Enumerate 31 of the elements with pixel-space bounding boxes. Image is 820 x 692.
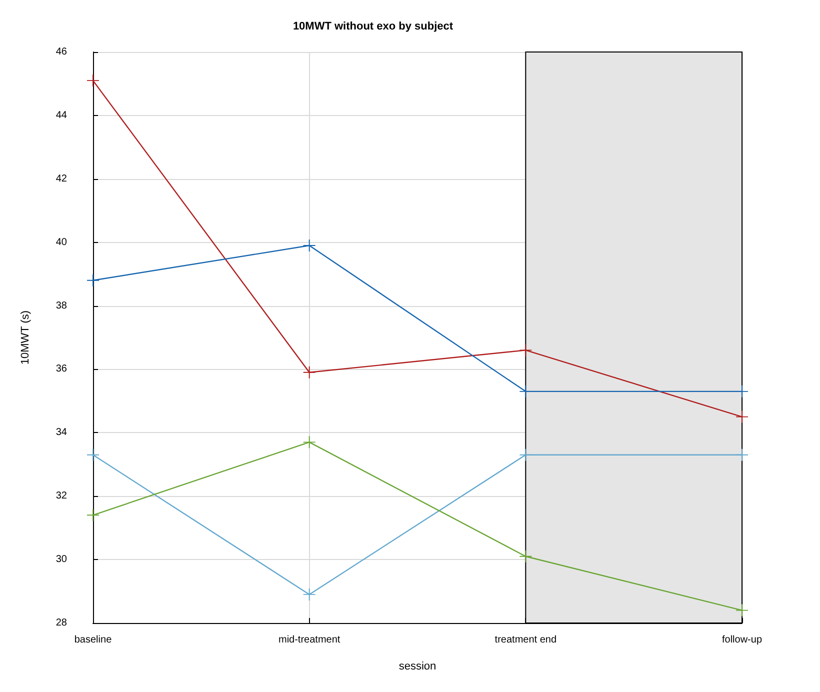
point — [303, 366, 316, 378]
point — [736, 410, 748, 423]
point — [303, 436, 316, 448]
point — [87, 509, 99, 522]
y-tick-label: 28 — [56, 618, 68, 628]
y-tick-label: 34 — [56, 427, 68, 438]
point — [520, 344, 532, 356]
point — [87, 448, 99, 461]
point — [736, 448, 748, 461]
chart-title: 10MWT without exo by subject — [292, 20, 454, 32]
y-tick-label: 32 — [56, 490, 68, 502]
y-axis-title: 10MWT (s) — [20, 310, 32, 365]
point — [87, 74, 99, 87]
x-axis-title: session — [398, 660, 436, 672]
x-tick-label: follow-up — [722, 634, 762, 646]
x-tick-label: treatment end — [494, 634, 557, 646]
point — [87, 274, 99, 286]
x-tick-label: baseline — [74, 634, 112, 646]
y-tick-label: 42 — [56, 173, 68, 184]
y-tick-label: 46 — [56, 46, 68, 58]
y-tick-label: 30 — [56, 554, 68, 566]
point — [303, 588, 316, 600]
point — [303, 240, 316, 252]
y-tick-label: 36 — [56, 364, 68, 375]
point — [736, 604, 748, 616]
y-tick-label: 40 — [56, 236, 68, 248]
point — [520, 448, 532, 461]
y-tick-label: 38 — [56, 300, 68, 312]
x-tick-label: mid-treatment — [278, 634, 340, 646]
y-tick-label: 44 — [56, 110, 68, 121]
point — [520, 550, 532, 562]
